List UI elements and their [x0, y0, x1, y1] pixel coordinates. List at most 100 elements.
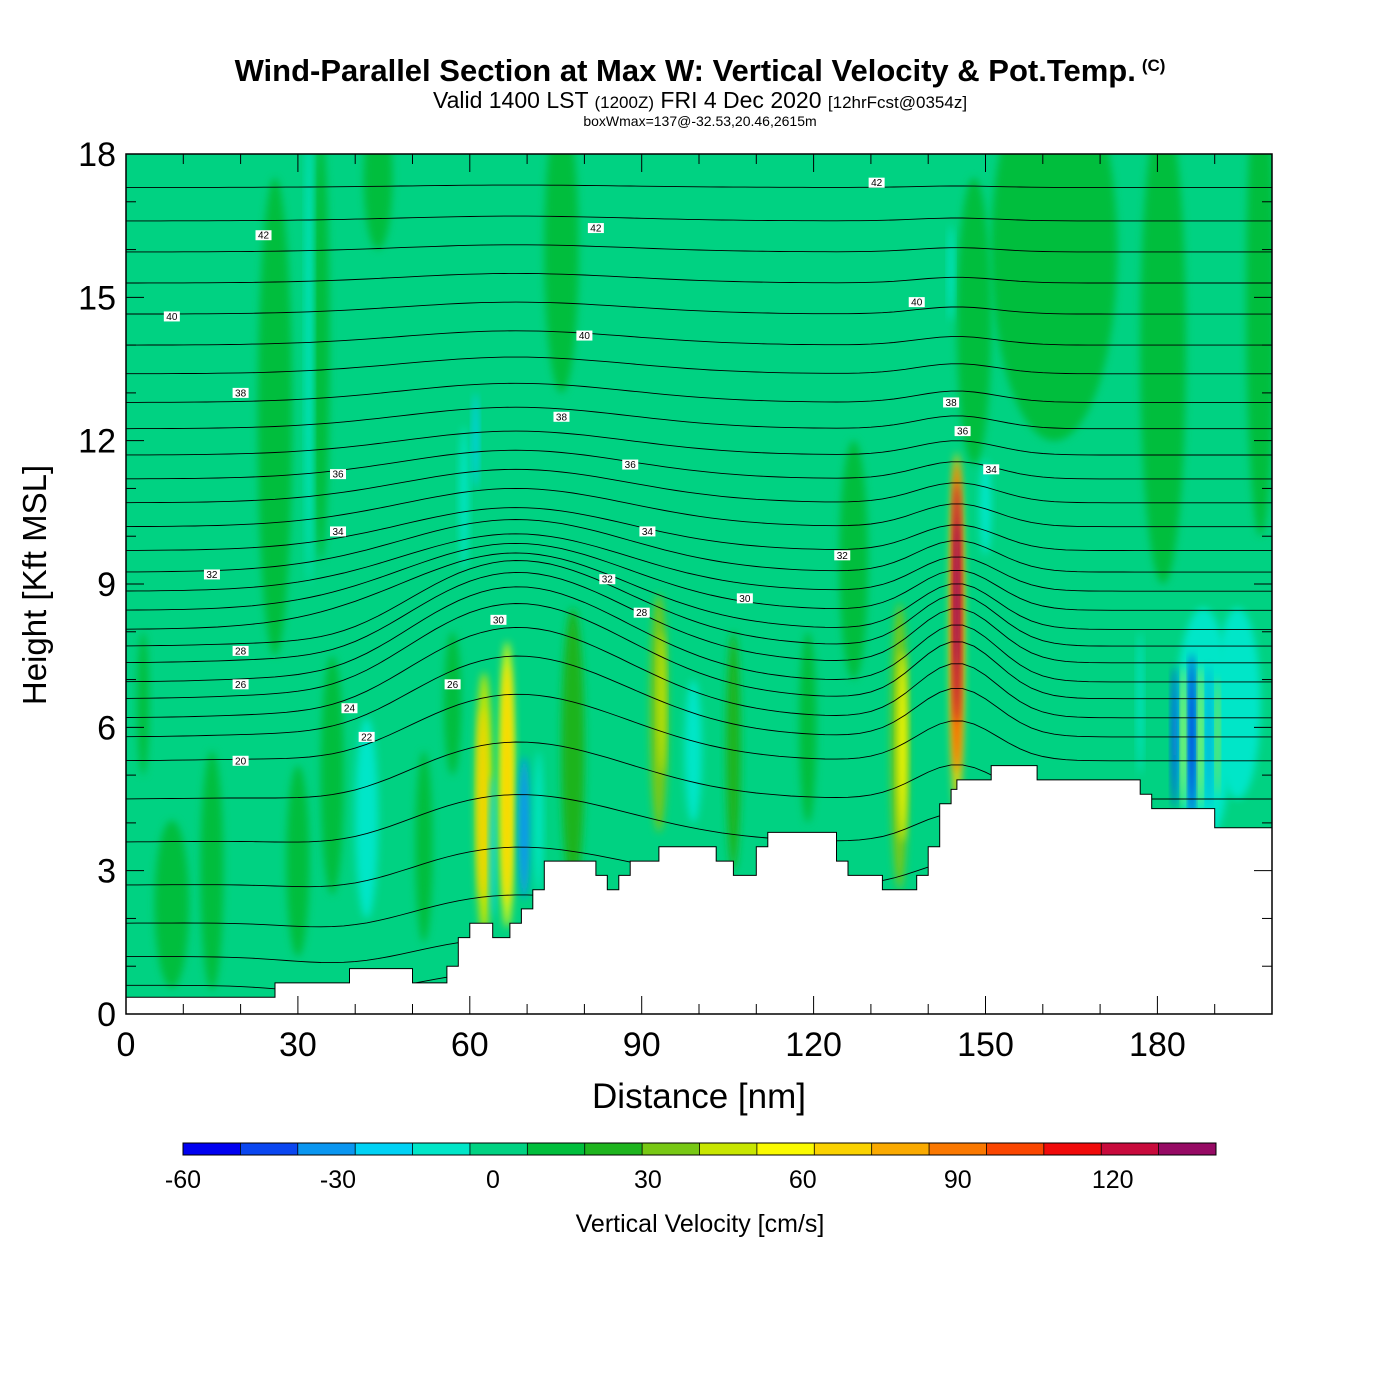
theta-label-text: 40: [166, 312, 178, 323]
theta-line-6: [126, 693, 1272, 762]
velocity-feature-48: [200, 751, 224, 991]
colorbar-swatch: [756, 1143, 815, 1155]
velocity-feature-23: [534, 751, 543, 895]
y-tick-label: 15: [78, 279, 116, 317]
x-tick-label: 180: [1129, 1026, 1186, 1064]
theta-label-2: 42: [587, 223, 604, 235]
theta-line-18: [126, 487, 1272, 528]
theta-label-text: 26: [235, 680, 247, 691]
theta-line-27: [126, 272, 1272, 284]
velocity-feature-21: [502, 665, 512, 905]
colorbar-swatch: [1101, 1143, 1160, 1155]
theta-line-22: [126, 406, 1272, 430]
theta-label-text: 32: [602, 575, 614, 586]
theta-line-20: [126, 449, 1272, 480]
y-axis-label: Height [Kft MSL]: [16, 465, 53, 705]
velocity-feature-36: [955, 521, 959, 666]
theta-label-20: 28: [232, 645, 249, 657]
theta-label-text: 30: [739, 594, 751, 605]
copyright-mark: (C): [1141, 56, 1166, 75]
theta-label-text: 32: [206, 570, 218, 581]
velocity-feature-24: [561, 607, 585, 895]
theta-line-24: [126, 356, 1272, 375]
terrain-mask: [126, 765, 1272, 1014]
theta-label-24: 24: [341, 703, 358, 715]
chart-title-text: Wind-Parallel Section at Max W: Vertical…: [234, 53, 1136, 88]
theta-label-17: 32: [834, 550, 851, 562]
colorbar-swatch: [1158, 1143, 1217, 1155]
theta-label-4: 40: [576, 330, 593, 342]
theta-label-text: 28: [636, 608, 648, 619]
theta-label-21: 28: [633, 607, 650, 619]
theta-line-12: [126, 560, 1272, 647]
valid-time-line: Valid 1400 LST (1200Z) FRI 4 Dec 2020 [1…: [0, 89, 1400, 114]
velocity-field: [137, 154, 1272, 991]
velocity-feature-11: [472, 392, 479, 489]
colorbar-tick-label: -60: [165, 1166, 201, 1194]
theta-line-15: [126, 533, 1272, 592]
theta-label-text: 34: [332, 527, 344, 538]
theta-line-10: [126, 586, 1272, 683]
colorbar-label: Vertical Velocity [cm/s]: [576, 1210, 825, 1238]
y-tick-label: 18: [78, 136, 116, 174]
x-tick-label: 60: [451, 1026, 489, 1064]
theta-line-17: [126, 507, 1272, 552]
velocity-feature-29: [799, 631, 817, 823]
theta-label-11: 36: [954, 426, 971, 438]
theta-line-28: [126, 244, 1272, 253]
velocity-feature-47: [137, 631, 149, 776]
theta-label-text: 42: [871, 178, 883, 189]
colorbar-tick-label: 0: [486, 1166, 500, 1194]
theta-label-8: 38: [943, 397, 960, 409]
theta-label-text: 38: [235, 388, 247, 399]
colorbar-swatch: [986, 1143, 1045, 1155]
velocity-feature-4: [544, 154, 579, 393]
velocity-feature-22: [518, 756, 530, 900]
theta-line-16: [126, 519, 1272, 573]
colorbar-swatch: [527, 1143, 586, 1155]
y-tick-label: 6: [97, 709, 116, 747]
theta-label-16: 32: [599, 574, 616, 586]
y-tick-label: 0: [97, 996, 116, 1034]
colorbar-swatch: [642, 1143, 700, 1155]
theta-contour-labels: 40 42 42 42 40 40 38 38 38 36 36 36 34 34 34 32 32 32 30 30…: [163, 177, 1000, 767]
title-block: Wind-Parallel Section at Max W: Vertical…: [0, 48, 1400, 128]
velocity-feature-28: [726, 631, 741, 871]
theta-label-23: 26: [444, 679, 461, 691]
colorbar-tick-label: -30: [320, 1166, 356, 1194]
x-tick-label: 0: [117, 1026, 136, 1064]
colorbar-swatch: [412, 1143, 471, 1155]
colorbar-tick-label: 60: [789, 1166, 817, 1194]
velocity-feature-10: [459, 426, 469, 570]
theta-label-7: 38: [553, 411, 570, 423]
velocity-feature-18: [478, 708, 487, 900]
y-tick-label: 9: [97, 566, 116, 604]
theta-label-15: 32: [203, 569, 220, 581]
theta-label-6: 38: [232, 387, 249, 399]
theta-label-25: 22: [358, 731, 375, 743]
theta-label-26: 20: [232, 755, 249, 767]
theta-label-text: 30: [493, 615, 505, 626]
colorbar-swatch: [183, 1143, 241, 1155]
theta-line-7: [126, 655, 1272, 738]
theta-label-text: 40: [579, 331, 591, 342]
theta-label-text: 34: [986, 465, 998, 476]
velocity-feature-49: [444, 631, 462, 776]
colorbar: -60 -30 0 30 60 90 120: [165, 1142, 1217, 1194]
theta-label-12: 34: [330, 526, 347, 538]
colorbar-swatch: [814, 1143, 873, 1155]
theta-label-text: 20: [235, 756, 247, 767]
valid-zulu: (1200Z): [594, 93, 655, 112]
velocity-feature-13: [320, 655, 344, 895]
colorbar-swatch: [297, 1143, 356, 1155]
velocity-feature-5: [991, 154, 1118, 441]
theta-label-text: 36: [957, 427, 969, 438]
colorbar-swatch: [469, 1143, 528, 1155]
theta-label-10: 36: [622, 459, 639, 471]
colorbar-swatch: [355, 1143, 414, 1155]
velocity-feature-12: [355, 717, 379, 919]
theta-line-13: [126, 552, 1272, 630]
y-tick-label: 12: [78, 423, 116, 461]
theta-label-22: 26: [232, 679, 249, 691]
